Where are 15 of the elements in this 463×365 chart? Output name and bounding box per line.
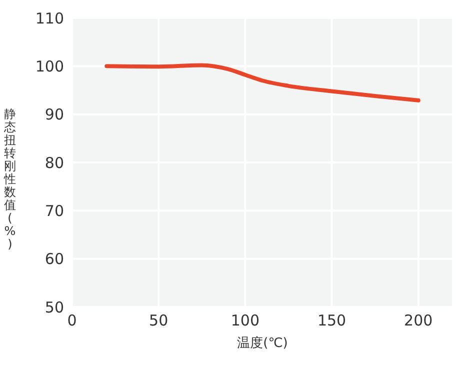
x-tick-label: 200 (404, 312, 433, 330)
y-tick-label: 60 (44, 250, 64, 268)
y-tick-label: 80 (44, 154, 64, 172)
x-axis-title: 温度(℃) (237, 335, 288, 351)
x-tick-label: 150 (317, 312, 346, 330)
y-tick-label: 110 (35, 9, 64, 28)
y-tick-label: 100 (35, 57, 64, 76)
x-tick-label: 0 (67, 312, 77, 330)
y-tick-label: 90 (44, 106, 64, 124)
y-tick-label: 70 (44, 202, 64, 220)
x-tick-label: 50 (149, 312, 168, 330)
line-series (104, 63, 420, 102)
text: 静态扭转刚性数值(%) (4, 107, 16, 251)
y-tick-label: 50 (44, 298, 64, 316)
x-tick-label: 100 (230, 312, 260, 330)
